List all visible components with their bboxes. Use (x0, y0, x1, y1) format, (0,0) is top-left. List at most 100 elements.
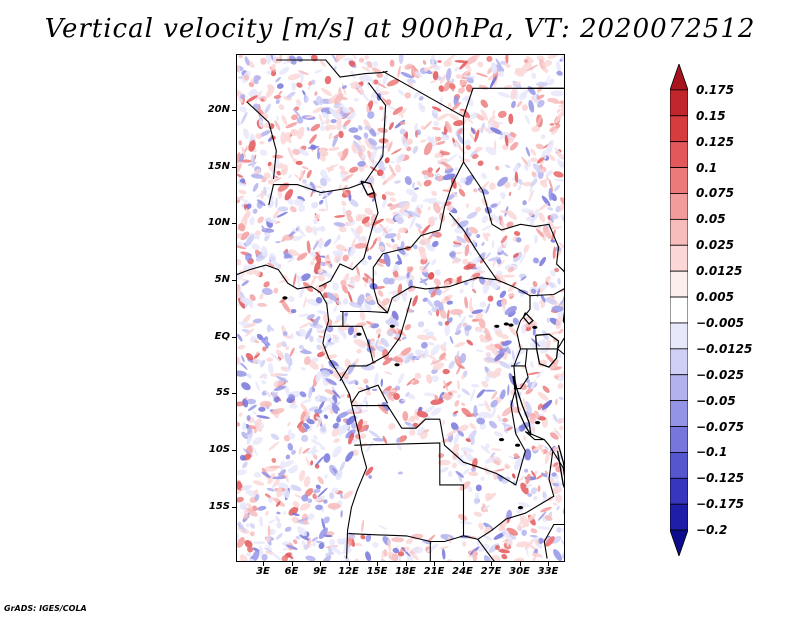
field-blob (318, 208, 327, 212)
field-blob (358, 424, 369, 433)
field-blob (497, 91, 511, 98)
field-blob (478, 522, 484, 530)
field-blob (473, 188, 478, 193)
field-blob (464, 296, 469, 309)
field-blob (439, 545, 450, 550)
field-blob (423, 120, 432, 130)
field-blob (384, 191, 396, 196)
lat-label: 5S (215, 387, 230, 399)
field-blob (340, 510, 343, 518)
field-blob (454, 66, 460, 72)
field-blob (435, 167, 441, 173)
colorbar-swatch (670, 296, 688, 324)
colorbar-label: 0.025 (696, 238, 734, 253)
field-blob (283, 511, 287, 515)
field-blob (552, 502, 558, 506)
field-blob (504, 164, 511, 169)
field-blob (336, 417, 342, 423)
field-blob (458, 424, 469, 432)
lat-label: 10S (208, 443, 230, 455)
water-speck (389, 324, 395, 328)
field-blob (405, 391, 410, 397)
lat-tick (232, 449, 236, 451)
field-blob (241, 328, 251, 333)
field-blob (530, 178, 538, 187)
field-blob (360, 90, 370, 103)
field-blob (332, 389, 341, 399)
field-blob (432, 109, 438, 114)
field-blob (397, 372, 405, 385)
field-blob (323, 499, 328, 504)
lon-tick (519, 562, 521, 566)
field-blob (456, 235, 467, 244)
field-blob (463, 263, 476, 270)
field-blob (341, 200, 347, 206)
field-blob (284, 526, 292, 532)
field-blob (533, 496, 538, 501)
field-blob (312, 240, 319, 251)
field-blob (435, 288, 442, 296)
field-blob (434, 136, 438, 143)
field-blob (294, 106, 300, 111)
field-blob (378, 245, 385, 251)
field-blob (292, 108, 302, 119)
field-blob (353, 326, 358, 336)
field-blob (327, 502, 341, 510)
field-blob (556, 153, 564, 160)
field-blob (466, 339, 474, 346)
field-blob (466, 117, 474, 125)
field-blob (493, 352, 505, 362)
field-blob (471, 383, 480, 388)
field-blob (490, 213, 501, 224)
field-blob (551, 305, 564, 313)
field-blob (241, 278, 249, 282)
field-blob (394, 164, 402, 173)
field-blob (498, 549, 510, 554)
field-blob (401, 355, 407, 361)
field-blob (406, 138, 413, 145)
field-blob (255, 90, 262, 101)
field-blob (336, 257, 339, 263)
field-blob (490, 75, 497, 88)
field-blob (330, 55, 337, 62)
field-blob (382, 197, 387, 209)
field-blob (525, 483, 533, 488)
border-line (511, 365, 529, 390)
field-blob (291, 235, 303, 241)
field-blob (463, 69, 473, 76)
field-blob (317, 487, 328, 498)
field-blob (312, 226, 318, 236)
field-blob (401, 546, 411, 557)
field-blob (276, 115, 279, 121)
field-blob (547, 331, 561, 336)
field-blob (331, 404, 339, 414)
colorbar-label: −0.005 (696, 315, 745, 330)
field-blob (388, 290, 399, 294)
field-blob (482, 389, 496, 392)
field-blob (261, 471, 272, 478)
field-blob (365, 384, 370, 392)
field-blob (498, 519, 508, 532)
field-blob (287, 249, 299, 256)
field-blob (298, 313, 310, 317)
field-blob (420, 431, 428, 440)
field-blob (558, 296, 564, 307)
field-blob (432, 71, 439, 81)
field-blob (439, 96, 443, 109)
field-blob (350, 227, 361, 238)
field-blob (361, 259, 368, 266)
field-blob (541, 338, 546, 347)
field-blob (242, 314, 251, 324)
field-blob (307, 498, 313, 504)
colorbar-label: 0.125 (696, 134, 734, 149)
field-blob (272, 553, 282, 561)
field-blob (336, 411, 350, 419)
field-blob (500, 251, 509, 257)
field-blob (529, 216, 536, 227)
field-blob (376, 73, 384, 78)
field-blob (320, 169, 327, 178)
field-blob (342, 331, 347, 340)
field-blob (273, 175, 279, 178)
field-blob (314, 213, 321, 221)
field-blob (473, 404, 478, 418)
